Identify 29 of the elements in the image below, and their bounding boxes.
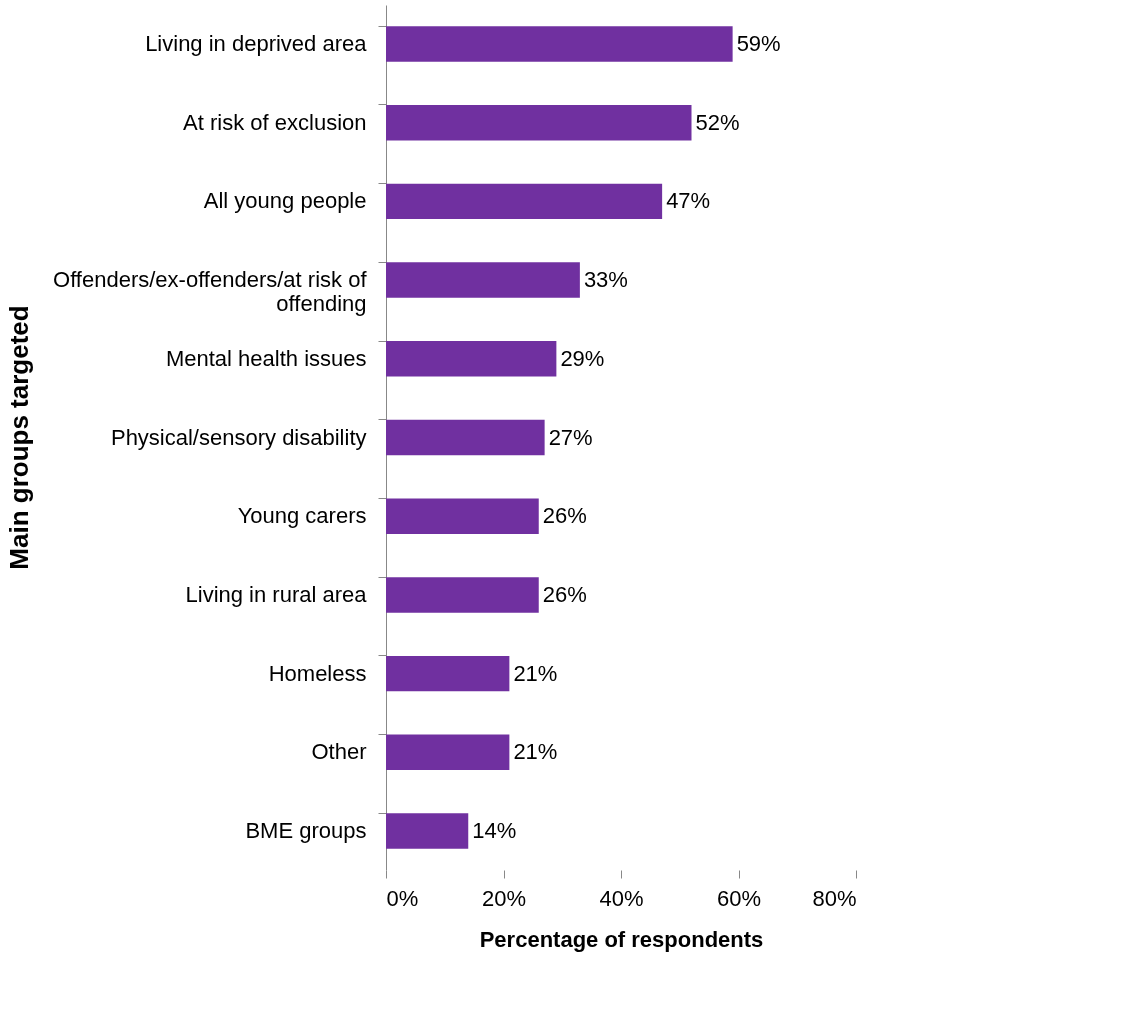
y-tick-label: All young people: [203, 188, 367, 214]
data-label: 47%: [666, 188, 711, 214]
data-label: 26%: [542, 503, 587, 529]
y-tick-label: BME groups: [245, 818, 367, 844]
data-label: 21%: [513, 739, 558, 765]
y-tick-label: Young carers: [237, 503, 367, 529]
y-tick-label: Living in rural area: [185, 581, 368, 607]
x-tick-label: 0%: [386, 885, 419, 911]
x-axis-title: Percentage of respondents: [479, 926, 764, 952]
data-label: 29%: [560, 345, 605, 371]
data-label: 14%: [472, 818, 517, 844]
x-tick-label: 80%: [812, 885, 857, 911]
y-tick-label: Homeless: [268, 660, 367, 686]
y-tick-label: Offenders/ex-offenders/at risk of offending: [53, 267, 368, 317]
x-tick-label: 40%: [599, 885, 644, 911]
y-tick-label: Mental health issues: [165, 345, 367, 371]
data-label: 21%: [513, 660, 558, 686]
y-tick-label: Other: [311, 739, 367, 765]
x-tick-label: 60%: [716, 885, 762, 911]
data-label: 52%: [695, 109, 740, 135]
data-label: 26%: [542, 581, 587, 607]
y-tick-label: Physical/sensory disability: [110, 424, 367, 450]
y-tick-label: At risk of exclusion: [183, 109, 367, 135]
x-tick-label: 20%: [481, 885, 527, 911]
data-label: 33%: [583, 267, 628, 293]
data-label: 59%: [736, 30, 781, 56]
y-axis-title: Main groups targeted: [3, 305, 34, 570]
y-tick-label: Living in deprived area: [145, 30, 368, 56]
data-label: 27%: [548, 424, 593, 450]
